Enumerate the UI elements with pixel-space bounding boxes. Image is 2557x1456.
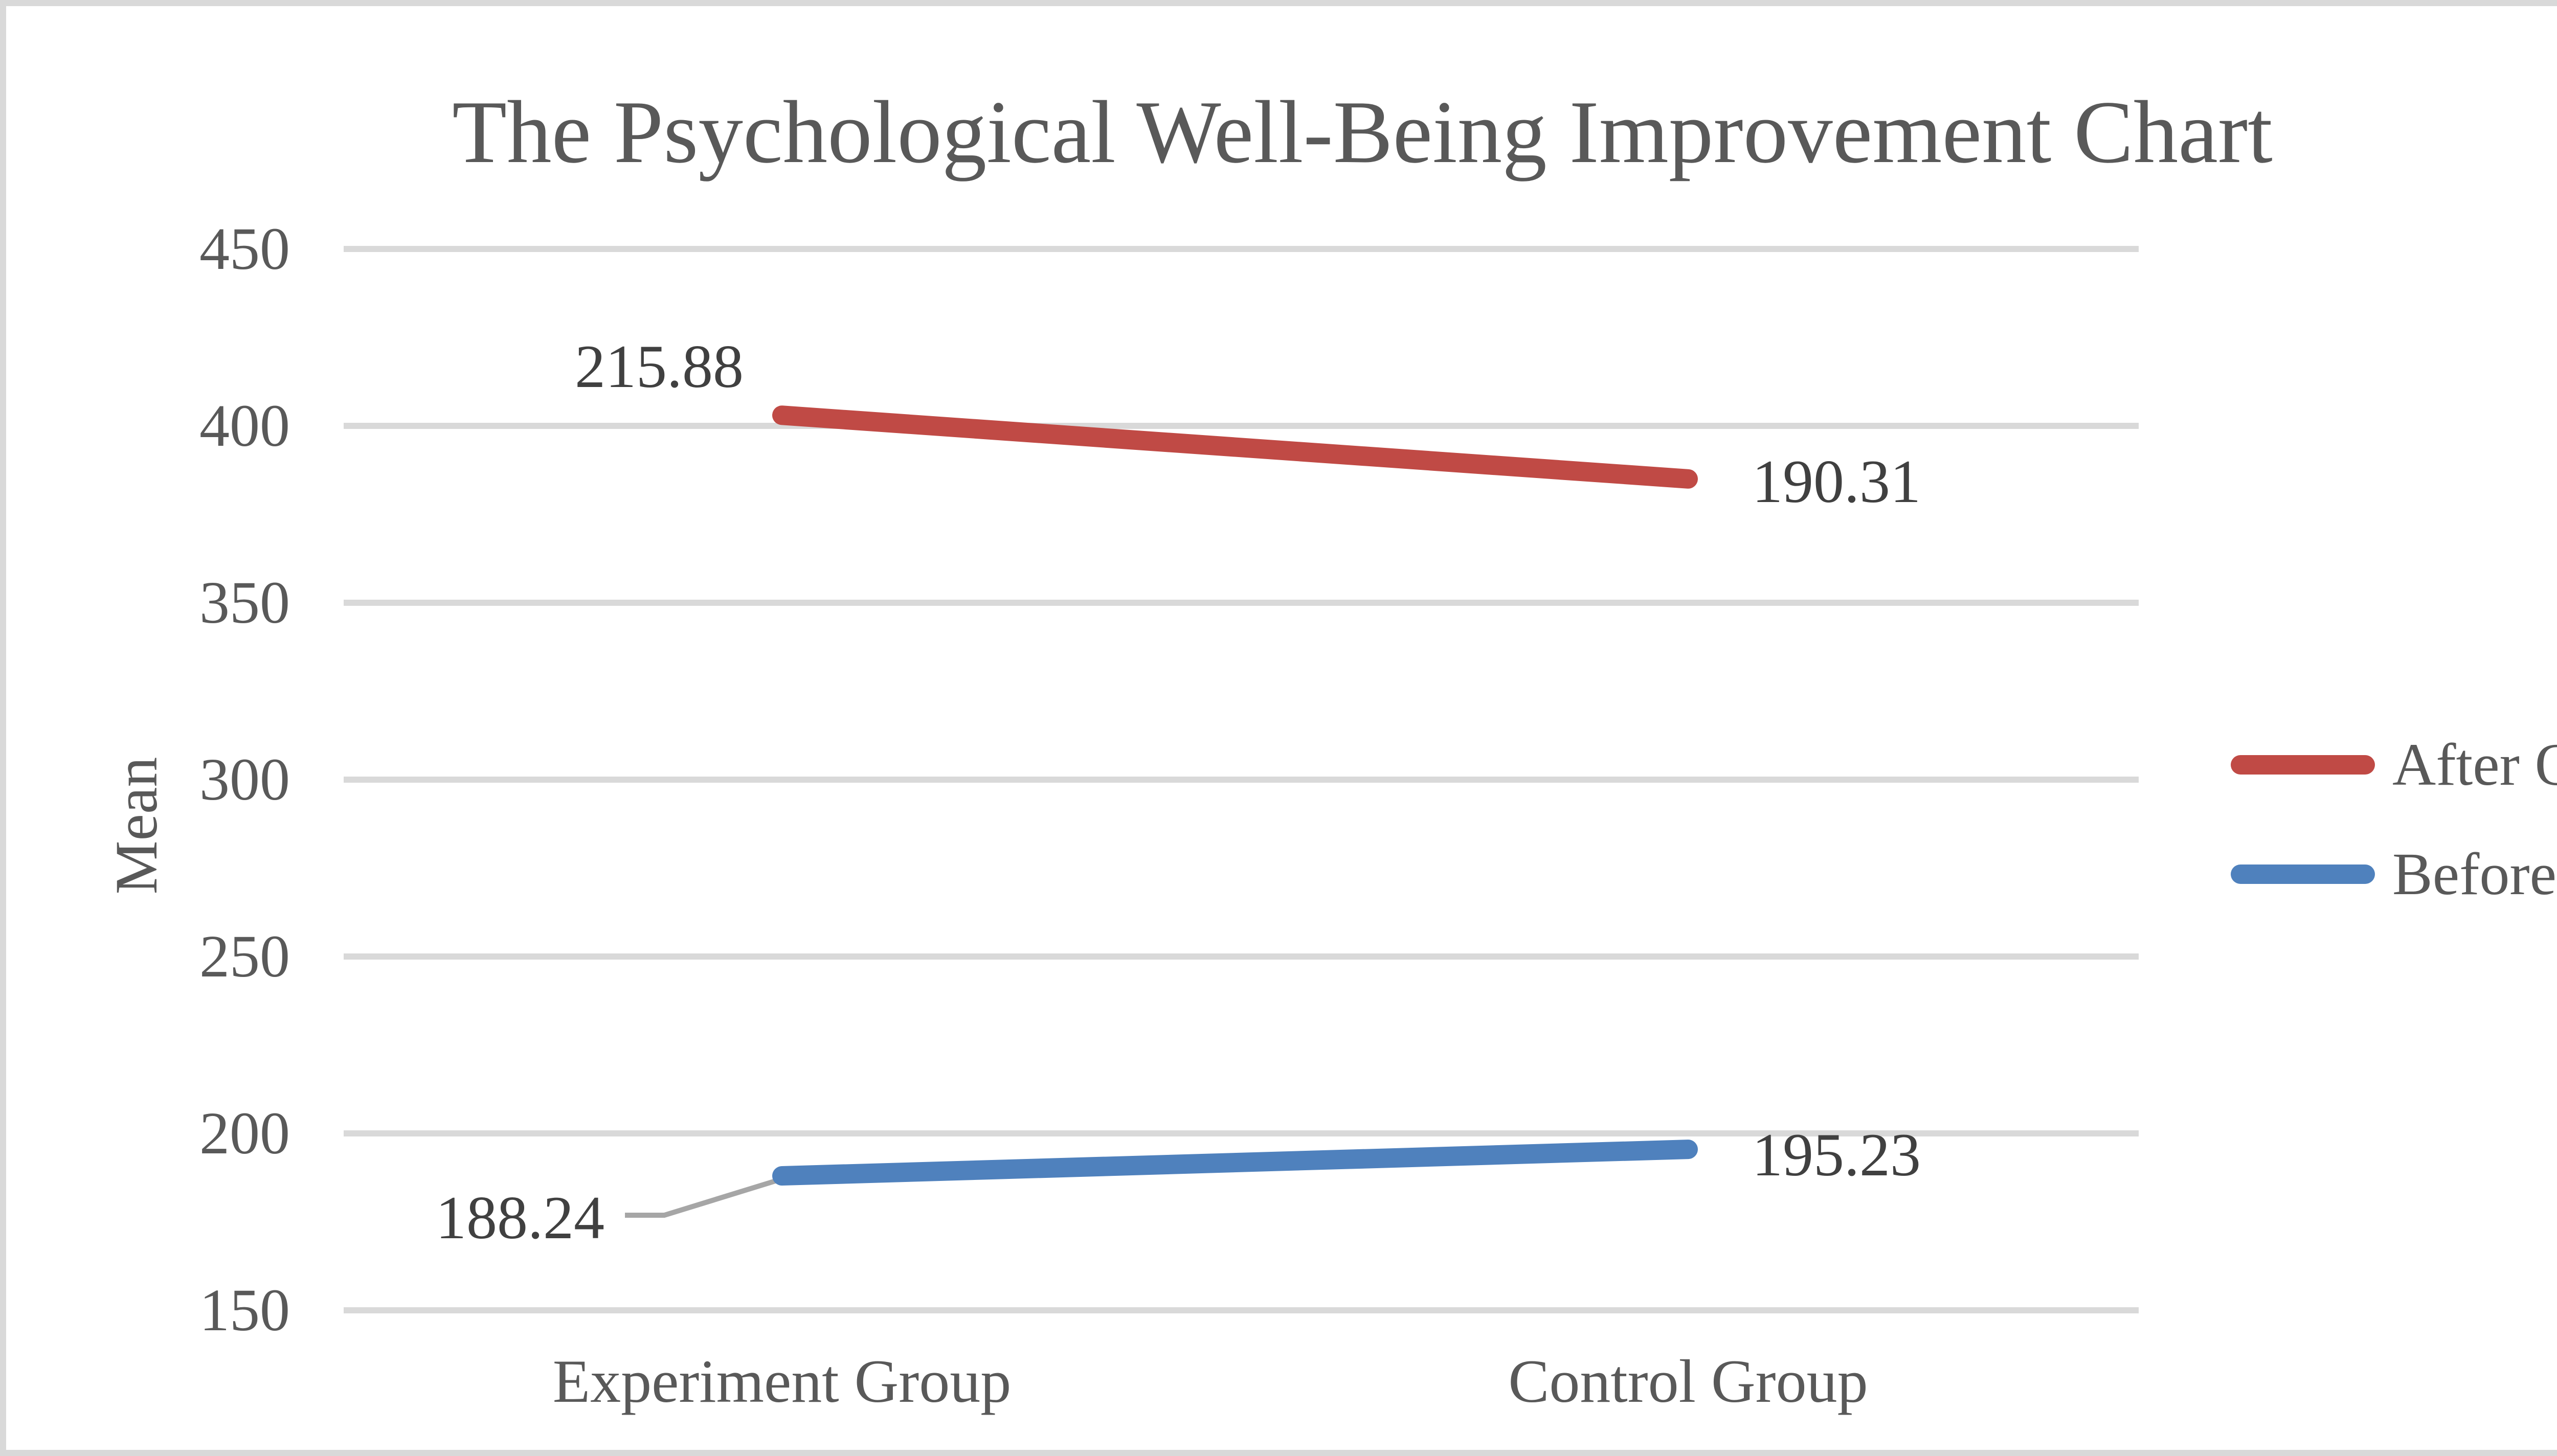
plot-area bbox=[625, 405, 1698, 1218]
y-gridline-200 bbox=[344, 1130, 2139, 1136]
legend-key-before-obtained-treatment bbox=[2231, 864, 2375, 884]
y-tick-label-200: 200 bbox=[199, 1100, 290, 1167]
legend-item-before-obtained-treatment: Before Obtained Treatment bbox=[2231, 838, 2557, 910]
y-gridline-250 bbox=[344, 953, 2139, 960]
x-tick-label-experiment-group: Experiment Group bbox=[552, 1347, 1012, 1415]
data-label-before-obtained-treatment-2: 195.23 bbox=[1752, 1121, 1921, 1189]
legend-key-after-obtained-treatment bbox=[2231, 755, 2375, 775]
data-label-after-obtained-treatment-2: 190.31 bbox=[1752, 447, 1921, 515]
legend-item-after-obtained-treatment: After Obtained Treatment bbox=[2231, 729, 2557, 801]
chart-title: The Psychological Well-Being Improvement… bbox=[452, 82, 2273, 181]
legend-label-after-obtained-treatment: After Obtained Treatment bbox=[2392, 731, 2557, 798]
data-label-leader-line bbox=[625, 1173, 795, 1218]
y-gridline-300 bbox=[344, 777, 2139, 783]
y-tick-label-250: 250 bbox=[199, 923, 290, 990]
y-tick-label-400: 400 bbox=[199, 392, 290, 459]
y-tick-label-150: 150 bbox=[199, 1277, 290, 1344]
x-tick-label-control-group: Control Group bbox=[1508, 1347, 1868, 1415]
y-tick-label-350: 350 bbox=[199, 569, 290, 636]
y-tick-label-450: 450 bbox=[199, 215, 290, 282]
legend-label-before-obtained-treatment: Before Obtained Treatment bbox=[2392, 840, 2557, 907]
series-line-before-obtained-treatment bbox=[772, 1140, 1698, 1186]
data-label-before-obtained-treatment-1: 188.24 bbox=[436, 1184, 604, 1252]
y-tick-label-300: 300 bbox=[199, 746, 290, 813]
y-gridline-150 bbox=[344, 1307, 2139, 1313]
data-label-after-obtained-treatment-1: 215.88 bbox=[575, 332, 744, 401]
y-gridline-450 bbox=[344, 246, 2139, 252]
series-line-after-obtained-treatment bbox=[772, 405, 1698, 489]
y-gridline-350 bbox=[344, 600, 2139, 606]
